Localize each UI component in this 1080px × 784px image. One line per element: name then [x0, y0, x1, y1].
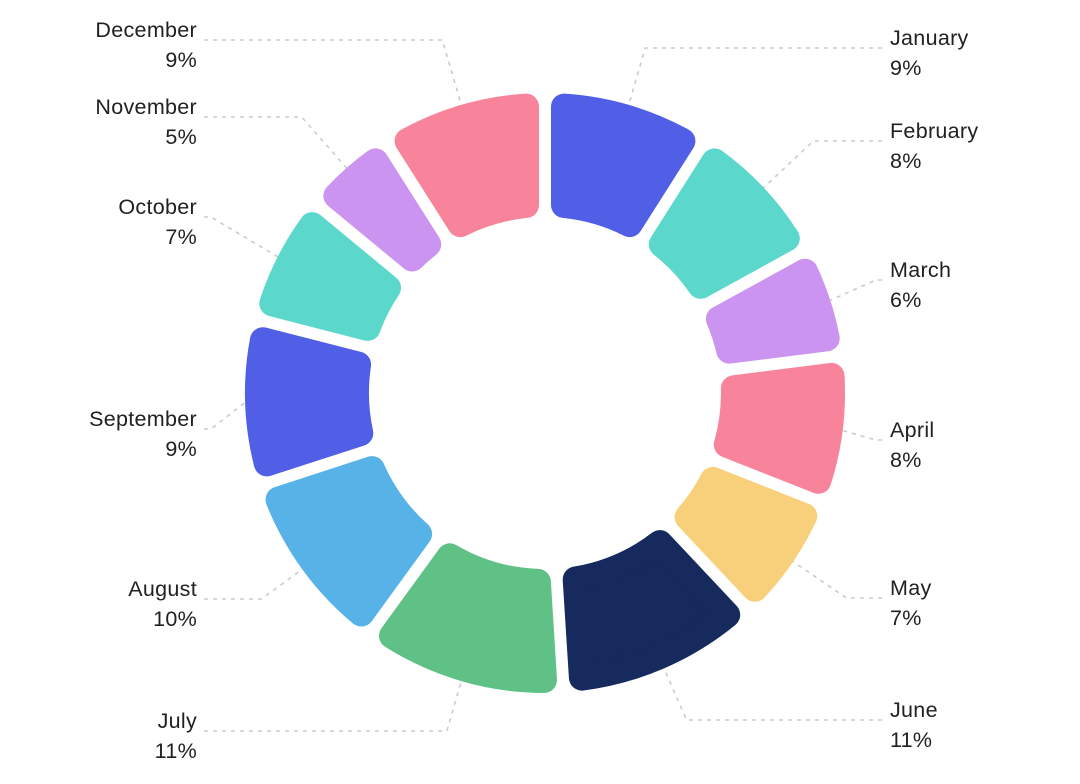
leader-september	[204, 401, 246, 430]
slice-label-month: April	[890, 418, 935, 442]
leader-december	[204, 39, 463, 106]
slice-october[interactable]	[259, 212, 401, 341]
slice-label-percent: 8%	[890, 448, 922, 472]
leader-january	[627, 47, 882, 106]
leader-march	[829, 279, 882, 302]
slice-label-month: February	[890, 119, 979, 143]
slice-label-percent: 11%	[890, 728, 933, 752]
leader-february	[763, 140, 882, 189]
slice-label-percent: 5%	[165, 125, 197, 149]
slice-label-february: February 8%	[890, 116, 978, 176]
slice-label-percent: 8%	[890, 149, 922, 173]
slice-january[interactable]	[551, 93, 696, 238]
leader-november	[204, 116, 348, 169]
leader-may	[792, 560, 882, 599]
slice-label-december: December 9%	[95, 15, 197, 75]
slice-label-percent: 11%	[154, 739, 197, 763]
slice-label-percent: 9%	[890, 56, 922, 80]
leader-august	[204, 568, 303, 600]
slice-label-month: November	[95, 95, 197, 119]
slice-label-month: December	[95, 18, 197, 42]
leader-october	[204, 216, 279, 258]
slice-label-month: October	[118, 195, 197, 219]
slice-november[interactable]	[323, 148, 442, 272]
slice-label-june: June 11%	[890, 695, 938, 755]
slice-june[interactable]	[562, 530, 741, 691]
slice-label-percent: 9%	[165, 437, 197, 461]
slice-label-month: March	[890, 258, 952, 282]
slice-march[interactable]	[705, 258, 840, 364]
slice-label-september: September 9%	[89, 404, 197, 464]
leader-july	[204, 680, 463, 732]
slice-label-march: March 6%	[890, 255, 951, 315]
slice-label-month: June	[890, 698, 938, 722]
leader-april	[842, 429, 882, 441]
slice-label-april: April 8%	[890, 415, 935, 475]
slice-label-january: January 9%	[890, 23, 969, 83]
slice-august[interactable]	[265, 456, 433, 627]
slice-december[interactable]	[394, 93, 539, 238]
slice-label-october: October 7%	[118, 192, 197, 252]
slice-july[interactable]	[379, 543, 557, 693]
slice-label-percent: 6%	[890, 288, 922, 312]
slice-label-month: July	[157, 709, 197, 733]
slice-label-may: May 7%	[890, 573, 932, 633]
slice-label-month: May	[890, 576, 932, 600]
slice-label-month: January	[890, 26, 969, 50]
slice-label-month: September	[89, 407, 197, 431]
slice-february[interactable]	[648, 148, 800, 299]
slice-label-percent: 10%	[153, 607, 197, 631]
leader-june	[663, 667, 882, 721]
slice-label-percent: 9%	[165, 48, 197, 72]
slice-september[interactable]	[245, 327, 374, 477]
slice-label-percent: 7%	[165, 225, 197, 249]
slice-label-month: August	[128, 577, 197, 601]
slice-label-august: August 10%	[128, 574, 197, 634]
slice-label-november: November 5%	[95, 92, 197, 152]
slice-may[interactable]	[674, 466, 818, 602]
slice-label-percent: 7%	[890, 606, 922, 630]
slice-label-july: July 11%	[155, 706, 197, 766]
slice-april[interactable]	[713, 362, 845, 494]
